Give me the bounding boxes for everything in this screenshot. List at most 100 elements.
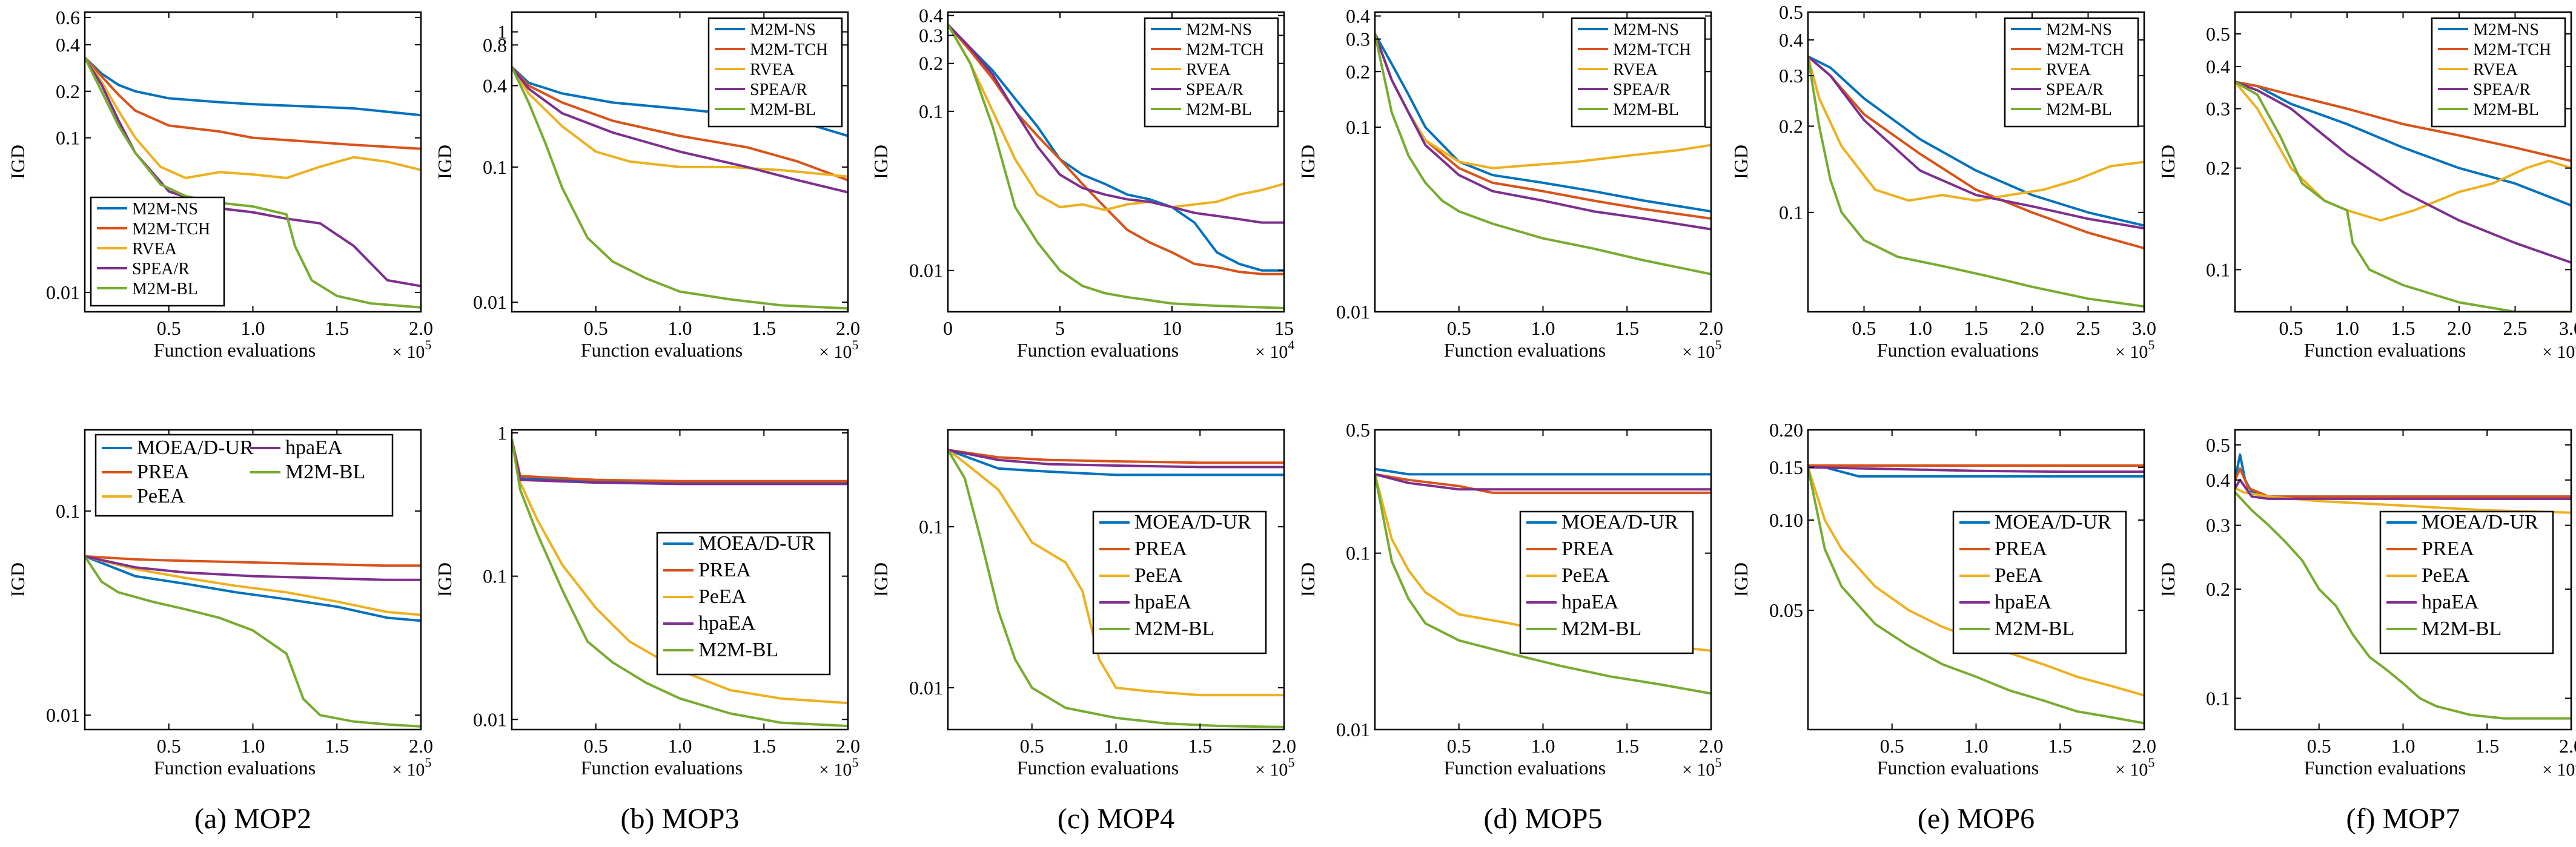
y-tick-label: 0.01 [1336,719,1370,740]
y-axis-label: IGD [2157,562,2179,597]
legend-label: M2M-NS [2473,21,2539,39]
legend-label: SPEA/R [132,260,190,278]
series-line-hpaea [1375,473,1711,491]
legend-label: RVEA [132,240,177,259]
legend-label: MOEA/D-UR [698,532,815,555]
subfigure-caption: (c) MOP4 [1058,803,1174,835]
chart-a-bottom: 0.5 1.0 1.5 2.0 0.01 0.1 Function evaluations ×… [7,429,433,780]
x-tick-label: 1.5 [1615,735,1639,757]
chart-e-bottom: 0.5 1.0 1.5 2.0 0.05 0.10 0.15 0.20 Function eva… [1730,419,2156,780]
x-axis-label: Function evaluations [1877,757,2039,779]
legend-label: M2M-BL [2422,618,2502,640]
legend-label: RVEA [1613,61,1658,79]
y-axis-label: IGD [870,145,892,179]
series-line-peea [85,555,421,616]
legend-label: M2M-BL [698,639,778,661]
x-axis-multiplier: × 105 [2542,337,2576,362]
legend-label: hpaEA [285,437,343,459]
series-line-hpaea [948,449,1284,469]
plot-lines [2235,453,2571,720]
series-line-peea [948,449,1284,697]
y-tick-label: 0.2 [1346,61,1370,82]
y-tick-label: 0.01 [46,704,80,726]
legend-label: PREA [2422,538,2474,560]
x-tick-label: 1.0 [1531,317,1555,339]
series-line-rvea [948,24,1284,211]
legend-label: M2M-NS [2046,21,2112,39]
y-tick-label: 0.4 [919,5,943,27]
chart-b-top: 0.5 1.0 1.5 2.0 0.01 0.1 0.4 0.81 Function evalu… [434,11,860,362]
x-axis-label: Function evaluations [581,339,743,361]
x-tick-label: 1.0 [2335,317,2359,339]
series-line-spear [1808,55,2144,230]
x-axis-exponent: 5 [1288,755,1294,770]
series-line-m2mbl [2235,491,2571,720]
plot-lines [1808,55,2144,308]
x-axis-multiplier: × 105 [2542,755,2576,780]
y-tick-label: 0.5 [1779,1,1803,23]
x-tick-label: 2.0 [2447,317,2471,339]
plot-lines [2235,81,2571,312]
y-tick-label: 0.1 [1346,116,1370,138]
y-tick-label: 0.5 [2206,23,2230,45]
x-axis-multiplier: × 105 [392,755,431,780]
x-tick-label: 2.0 [836,735,860,757]
legend-label: PREA [1134,538,1187,560]
chart-c-top: 0 5 10 15 0.01 0.1 0.2 0.30.4 Function evaluatio… [870,5,1294,362]
y-tick-label: 0.1 [56,127,80,149]
x-axis-multiplier: × 105 [2115,755,2154,780]
x-tick-label: 1.0 [1104,735,1128,757]
y-axis-label: IGD [1730,562,1752,597]
y-tick-label: 0.1 [1779,202,1803,223]
x-tick-label: 0.5 [2307,735,2331,757]
legend-label: SPEA/R [750,81,807,99]
series-line-rvea [2235,81,2571,222]
x-axis-exponent: 5 [852,755,858,770]
legend-label: M2M-BL [2046,101,2112,119]
legend-label: RVEA [750,61,795,79]
x-axis-label: Function evaluations [154,757,316,779]
y-tick-label: 0.3 [1346,28,1370,50]
y-tick-label: 0.1 [2206,687,2230,709]
y-tick-label: 0.1 [919,516,943,538]
x-tick-label: 1.0 [2391,735,2415,757]
series-line-m2mbl [948,449,1284,728]
x-tick-label: 1.0 [668,317,692,339]
x-tick-label: 1.5 [1964,317,1988,339]
legend-label: M2M-NS [750,21,816,39]
x-axis-exponent: 5 [852,337,858,352]
series-line-peea [2235,487,2571,514]
series-line-moeadur [85,555,421,622]
series-line-prea [1375,473,1711,494]
legend-label: M2M-TCH [2473,41,2551,59]
x-tick-label: 1.5 [2048,735,2072,757]
x-tick-label: 1.0 [241,317,265,339]
y-tick-label: 0.5 [1346,419,1370,441]
legend-label: M2M-TCH [132,220,210,239]
chart-f-top: 0.51.01.52.02.53.00.10.20.30.40.5Functio… [2157,11,2576,362]
y-axis-label: IGD [7,145,28,179]
x-tick-label: 2.0 [1699,317,1723,339]
x-axis-exponent: 5 [425,755,431,770]
x-tick-label: 0.5 [1447,317,1471,339]
legend-label: M2M-BL [1561,618,1641,640]
y-tick-label: 0.2 [2206,157,2230,179]
legend-label: hpaEA [1561,591,1619,613]
subfigure-caption: (b) MOP3 [620,803,739,835]
legend-label: M2M-BL [750,101,816,119]
y-tick-label: 0.4 [56,34,80,56]
y-tick-label: 0.20 [1769,419,1803,441]
x-axis-label: Function evaluations [1444,339,1606,361]
x-tick-label: 1.5 [325,317,349,339]
legend: MOEA/D-UR PREA PeEA hpaEA M2M-BL [1519,510,1694,654]
series-line-spear [1375,33,1711,231]
x-tick-label: 2.0 [2559,735,2576,757]
plot-frame [947,11,1285,313]
x-tick-label: 1.0 [1964,735,1988,757]
x-axis-exponent: 5 [1715,337,1721,352]
x-axis-label: Function evaluations [1017,339,1179,361]
